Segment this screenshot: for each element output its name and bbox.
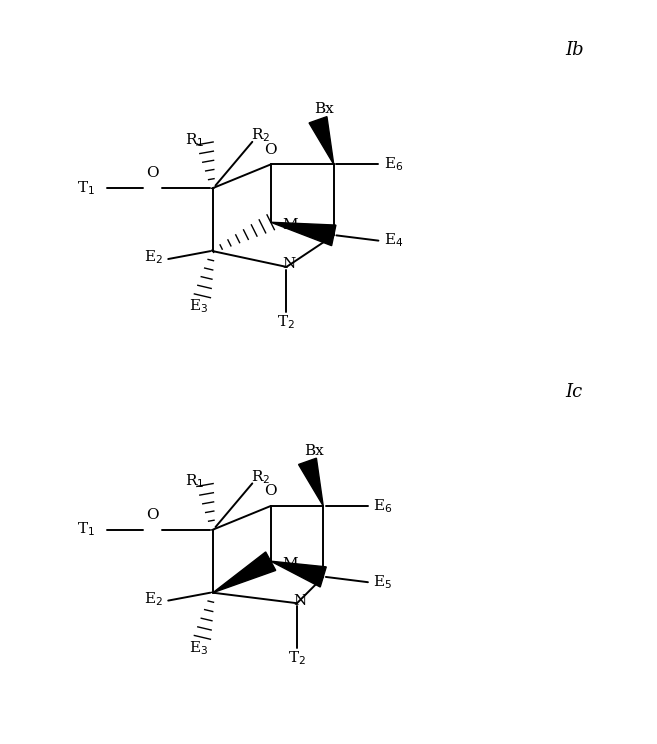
Text: E$_2$: E$_2$	[144, 590, 163, 608]
Polygon shape	[213, 552, 276, 593]
Text: R$_2$: R$_2$	[251, 126, 270, 144]
Polygon shape	[271, 561, 327, 587]
Polygon shape	[309, 117, 334, 164]
Text: M: M	[283, 218, 298, 232]
Text: O: O	[146, 508, 159, 522]
Text: R$_1$: R$_1$	[185, 131, 204, 149]
Text: E$_4$: E$_4$	[384, 232, 403, 249]
Text: T$_1$: T$_1$	[77, 179, 95, 197]
Text: T$_2$: T$_2$	[288, 650, 306, 667]
Text: N: N	[293, 594, 306, 608]
Polygon shape	[298, 458, 323, 506]
Text: O: O	[146, 167, 159, 180]
Text: E$_3$: E$_3$	[189, 298, 208, 315]
Text: E$_2$: E$_2$	[144, 248, 163, 266]
Text: T$_1$: T$_1$	[77, 521, 95, 539]
Text: M: M	[283, 557, 298, 571]
Text: E$_6$: E$_6$	[384, 155, 403, 173]
Text: Bx: Bx	[304, 444, 324, 458]
Text: Bx: Bx	[315, 102, 334, 116]
Text: N: N	[283, 257, 296, 272]
Text: R$_2$: R$_2$	[251, 468, 270, 486]
Text: Ib: Ib	[565, 41, 583, 59]
Polygon shape	[271, 222, 336, 246]
Text: Ic: Ic	[565, 382, 582, 400]
Text: O: O	[264, 143, 277, 157]
Text: T$_2$: T$_2$	[277, 313, 296, 331]
Text: E$_3$: E$_3$	[189, 639, 208, 657]
Text: R$_1$: R$_1$	[185, 472, 204, 490]
Text: E$_6$: E$_6$	[373, 497, 393, 515]
Text: O: O	[264, 484, 277, 498]
Text: E$_5$: E$_5$	[373, 574, 392, 591]
